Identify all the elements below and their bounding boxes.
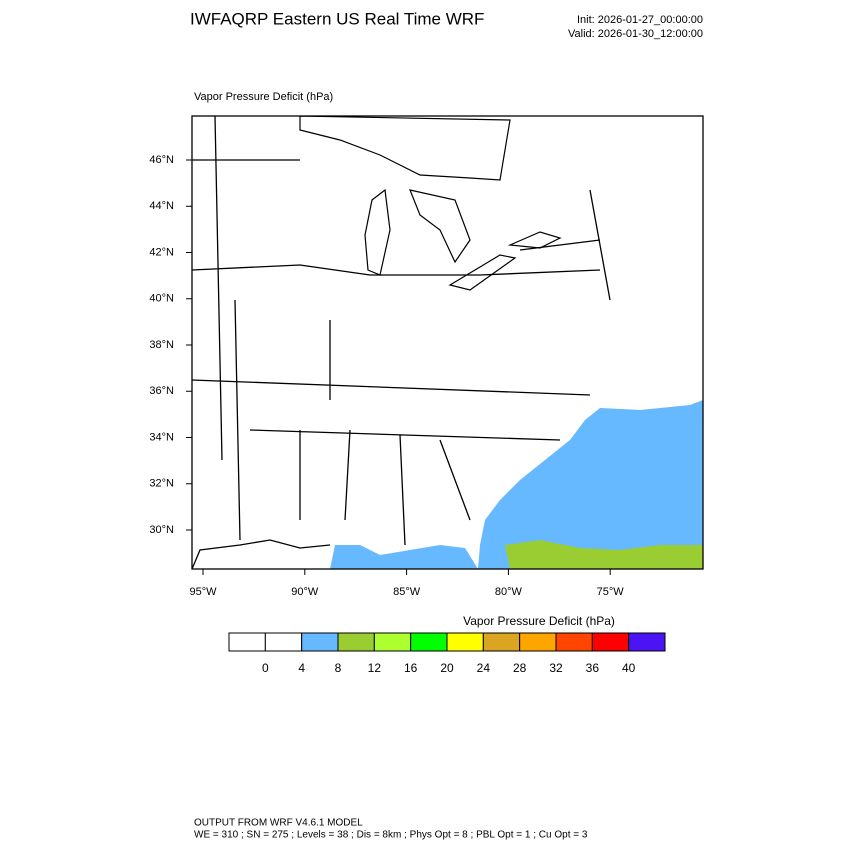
lon-label: 75°W <box>597 586 625 598</box>
lon-label: 95°W <box>189 586 217 598</box>
colorbar-label: 32 <box>549 661 563 675</box>
colorbar-box <box>228 632 266 652</box>
lake-huron <box>409 189 471 264</box>
page-title: IWFAQRP Eastern US Real Time WRF <box>190 9 484 28</box>
colorbar-box <box>591 632 630 652</box>
colorbar-box <box>264 632 303 652</box>
colorbar-label: 16 <box>404 661 418 675</box>
map-subtitle: Vapor Pressure Deficit (hPa) <box>194 91 333 103</box>
colorbar-label: 12 <box>368 661 382 675</box>
footer-line: WE = 310 ; SN = 275 ; Levels = 38 ; Dis … <box>194 830 588 841</box>
init-time: Init: 2026-01-27_00:00:00 <box>577 14 703 26</box>
map <box>191 115 704 570</box>
lon-label: 85°W <box>393 586 421 598</box>
colorbar-box <box>482 632 521 652</box>
lat-label: 30°N <box>149 524 174 536</box>
colorbar-label: 40 <box>622 661 636 675</box>
colorbar-label: 20 <box>440 661 454 675</box>
colorbar-label: 4 <box>298 661 305 675</box>
colorbar-label: 24 <box>477 661 491 675</box>
lon-label: 90°W <box>291 586 319 598</box>
lat-label: 32°N <box>149 478 174 490</box>
colorbar-box <box>628 632 666 652</box>
lake-ontario <box>507 231 562 249</box>
lake-erie <box>448 254 517 291</box>
lat-label: 38°N <box>149 339 174 351</box>
lat-label: 40°N <box>149 293 174 305</box>
coastline <box>192 539 331 569</box>
lat-label: 42°N <box>149 246 174 258</box>
lon-label: 80°W <box>495 586 523 598</box>
lat-label: 46°N <box>149 154 174 166</box>
colorbar-box <box>410 632 448 652</box>
colorbar-box <box>446 632 484 652</box>
atlantic-field <box>478 400 703 569</box>
colorbar-box <box>373 632 412 652</box>
colorbar-title: Vapor Pressure Deficit (hPa) <box>463 614 615 628</box>
colorbar-box <box>337 632 375 652</box>
lake-superior <box>299 116 511 181</box>
green-field <box>505 540 703 569</box>
colorbar-label: 0 <box>262 661 269 675</box>
colorbar-box <box>555 632 593 652</box>
colorbar-box <box>519 632 557 652</box>
gulf-field <box>330 545 478 569</box>
lat-label: 36°N <box>149 385 174 397</box>
colorbar-label: 28 <box>513 661 527 675</box>
colorbar-label: 8 <box>335 661 342 675</box>
colorbar-box <box>301 632 339 652</box>
footer-line: OUTPUT FROM WRF V4.6.1 MODEL <box>194 818 363 829</box>
lat-label: 34°N <box>149 431 174 443</box>
colorbar-label: 36 <box>586 661 600 675</box>
valid-time: Valid: 2026-01-30_12:00:00 <box>568 28 703 40</box>
state-borders <box>192 116 611 546</box>
map-frame <box>191 115 704 570</box>
lat-label: 44°N <box>149 200 174 212</box>
